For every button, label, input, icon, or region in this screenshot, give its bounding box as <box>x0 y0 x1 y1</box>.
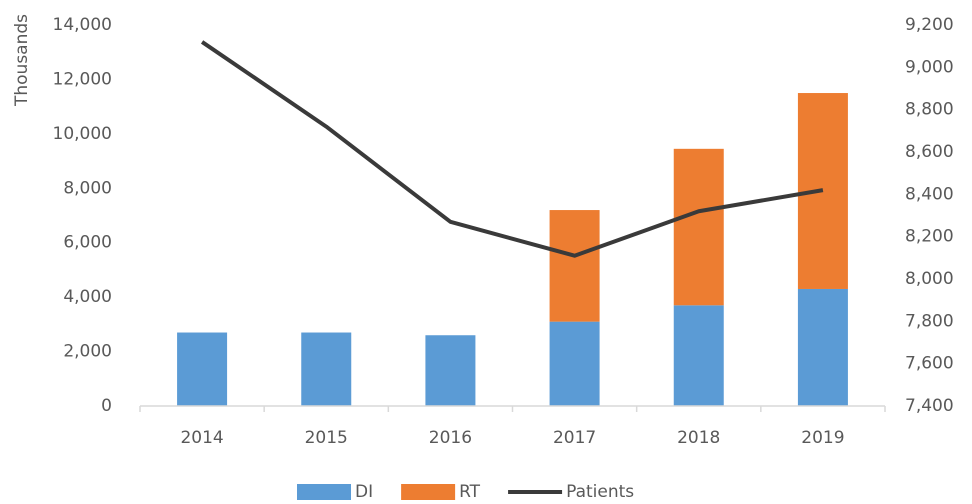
y2-tick-label: 8,000 <box>905 269 954 289</box>
y2-tick-label: 7,800 <box>905 311 954 331</box>
y2-tick-label: 8,400 <box>905 184 954 204</box>
bar-segment <box>549 210 600 322</box>
legend-label: Patients <box>566 482 634 502</box>
y2-tick-label: 7,400 <box>905 396 954 416</box>
bar-segment <box>673 305 724 406</box>
legend-swatch <box>297 484 351 500</box>
bar-segment <box>673 148 724 306</box>
y-tick-label: 10,000 <box>53 124 112 144</box>
y-axis-label: Thousands <box>12 14 32 107</box>
y-tick-label: 4,000 <box>63 287 112 307</box>
y-tick-label: 0 <box>101 396 112 416</box>
legend-swatch <box>401 484 456 500</box>
line-series <box>200 40 824 258</box>
legend-label: DI <box>355 482 373 502</box>
y-tick-label: 6,000 <box>63 233 112 253</box>
y-tick-label: 14,000 <box>53 15 112 35</box>
y2-tick-label: 8,600 <box>905 142 954 162</box>
bar-segment <box>177 332 228 406</box>
y2-tick-label: 8,800 <box>905 100 954 120</box>
y-tick-label: 12,000 <box>53 69 112 89</box>
bar-segment <box>549 321 600 406</box>
x-tick-label: 2015 <box>305 428 348 448</box>
bar-segment <box>301 332 352 406</box>
y2-tick-label: 7,600 <box>905 354 954 374</box>
bar-segment <box>797 288 848 406</box>
y-tick-label: 2,000 <box>63 342 112 362</box>
y2-tick-label: 9,000 <box>905 57 954 77</box>
y2-tick-label: 9,200 <box>905 15 954 35</box>
x-tick-label: 2014 <box>180 428 223 448</box>
x-tick-label: 2017 <box>553 428 596 448</box>
bar-segment <box>425 335 476 406</box>
y2-tick-label: 8,200 <box>905 227 954 247</box>
legend-label: RT <box>459 482 481 502</box>
x-tick-label: 2016 <box>429 428 472 448</box>
y-tick-label: 8,000 <box>63 178 112 198</box>
x-tick-label: 2019 <box>801 428 844 448</box>
x-tick-label: 2018 <box>677 428 720 448</box>
